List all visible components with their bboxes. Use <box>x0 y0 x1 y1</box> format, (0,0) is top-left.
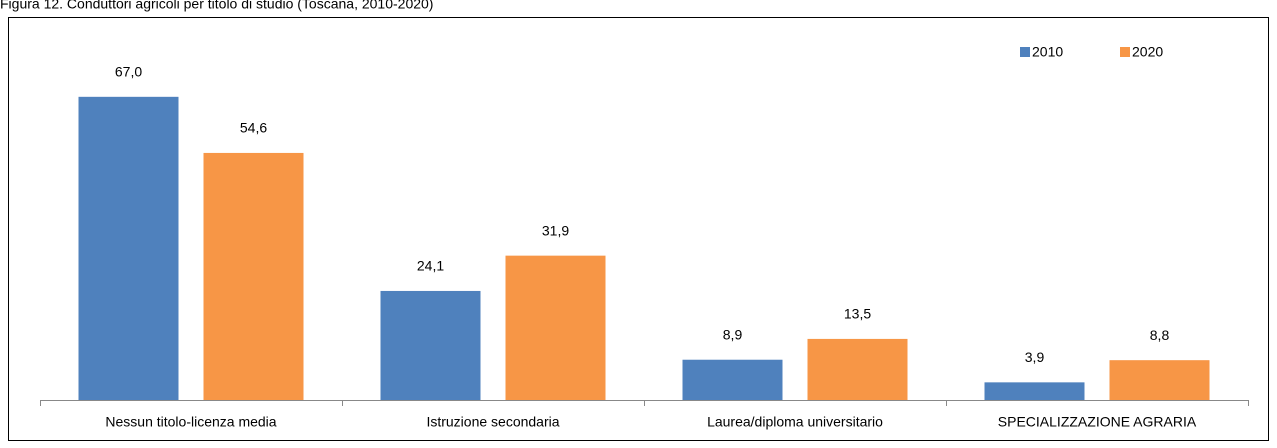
value-label: 8,9 <box>723 326 743 342</box>
legend-label: 2010 <box>1032 44 1063 60</box>
legend-swatch <box>1120 47 1130 57</box>
value-label: 24,1 <box>417 258 444 274</box>
value-label: 54,6 <box>240 120 267 136</box>
bar <box>807 338 908 400</box>
x-tick-label: Nessun titolo-licenza media <box>105 414 276 430</box>
value-label: 3,9 <box>1025 349 1045 365</box>
chart-border <box>8 17 1269 441</box>
value-label: 31,9 <box>542 222 569 238</box>
bar <box>682 359 783 400</box>
value-label: 67,0 <box>115 64 142 80</box>
legend-swatch <box>1020 47 1030 57</box>
bar <box>984 382 1085 400</box>
value-label: 13,5 <box>844 306 871 322</box>
chart-title: Figura 12. Conduttori agricoli per titol… <box>0 0 433 12</box>
bar <box>505 255 606 400</box>
value-label: 8,8 <box>1150 327 1170 343</box>
bar <box>1109 360 1210 400</box>
x-tick-label: Laurea/diploma universitario <box>707 414 883 430</box>
x-tick-label: Istruzione secondaria <box>426 414 559 430</box>
legend-label: 2020 <box>1132 44 1163 60</box>
bar <box>380 290 481 400</box>
bar <box>78 96 179 400</box>
bar <box>203 152 304 400</box>
x-tick-label: SPECIALIZZAZIONE AGRARIA <box>998 414 1197 430</box>
